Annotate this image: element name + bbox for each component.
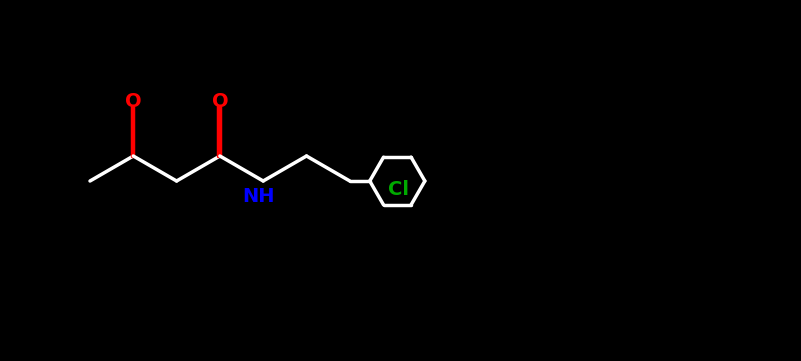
Text: Cl: Cl: [388, 180, 409, 199]
Text: NH: NH: [242, 187, 275, 205]
Text: O: O: [211, 91, 228, 110]
Text: O: O: [125, 91, 142, 110]
